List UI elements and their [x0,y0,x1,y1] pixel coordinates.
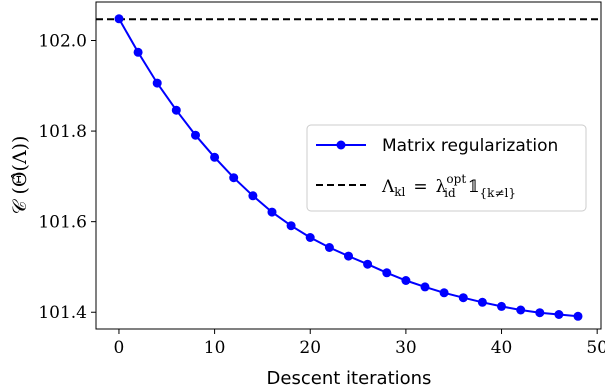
data-point [324,243,334,252]
data-point [363,259,373,269]
legend-sub: id [444,186,456,200]
data-point [286,221,296,231]
y-axis-label: 𝒞 (Θ̂(Λ)) [9,136,31,215]
y-tick-label: 101.4 [38,303,87,323]
legend-marker-matrix-regularization [336,140,346,150]
y-axis-ticks: 101.4 101.6 101.8 102.0 [38,31,96,323]
data-point [554,310,564,319]
x-tick-label: 30 [395,338,417,358]
x-tick-label: 20 [299,338,321,358]
plot-marks [96,14,601,321]
legend-indicator: 𝟙 [468,177,480,197]
legend-box [306,124,587,212]
x-tick-label: 40 [491,338,513,358]
data-point [114,14,124,24]
data-point [133,47,143,57]
data-point [382,268,392,278]
legend-indicator-sub: {k≠l} [480,186,516,200]
data-point [401,276,411,285]
data-point [267,207,277,217]
data-point [305,233,315,242]
y-tick-label: 101.6 [38,213,87,233]
y-tick-label: 101.8 [38,122,87,142]
data-point [497,301,506,311]
x-tick-label: 10 [204,338,226,358]
data-point [439,288,449,298]
data-point [344,251,353,261]
data-point [171,105,181,115]
x-axis-label: Descent iterations [267,368,432,389]
legend: Matrix regularization Λkl = λopt id 𝟙{k≠l} [306,124,587,212]
legend-sup: opt [446,172,466,186]
data-point [152,78,162,88]
legend-lambda: λ [436,177,447,197]
legend-eq: = [413,177,427,197]
data-point [535,308,545,318]
legend-lhs-sub: kl [394,185,405,199]
data-point [458,293,468,303]
y-tick-label: 102.0 [38,31,87,51]
legend-label-matrix-regularization: Matrix regularization [382,136,558,156]
data-point [210,152,220,162]
x-tick-label: 50 [586,338,605,358]
data-point [516,305,526,315]
data-point [229,173,239,183]
data-point [477,297,487,307]
legend-label-baseline: Λkl = λopt id 𝟙{k≠l} [381,172,516,200]
data-point [420,282,430,292]
data-point [191,130,200,140]
legend-lhs: Λ [381,177,395,197]
x-axis-ticks: 0 10 20 30 40 50 [114,329,605,358]
x-tick-label: 0 [114,338,125,358]
plot-frame [95,1,602,330]
data-point [573,311,583,321]
data-point [248,191,258,201]
